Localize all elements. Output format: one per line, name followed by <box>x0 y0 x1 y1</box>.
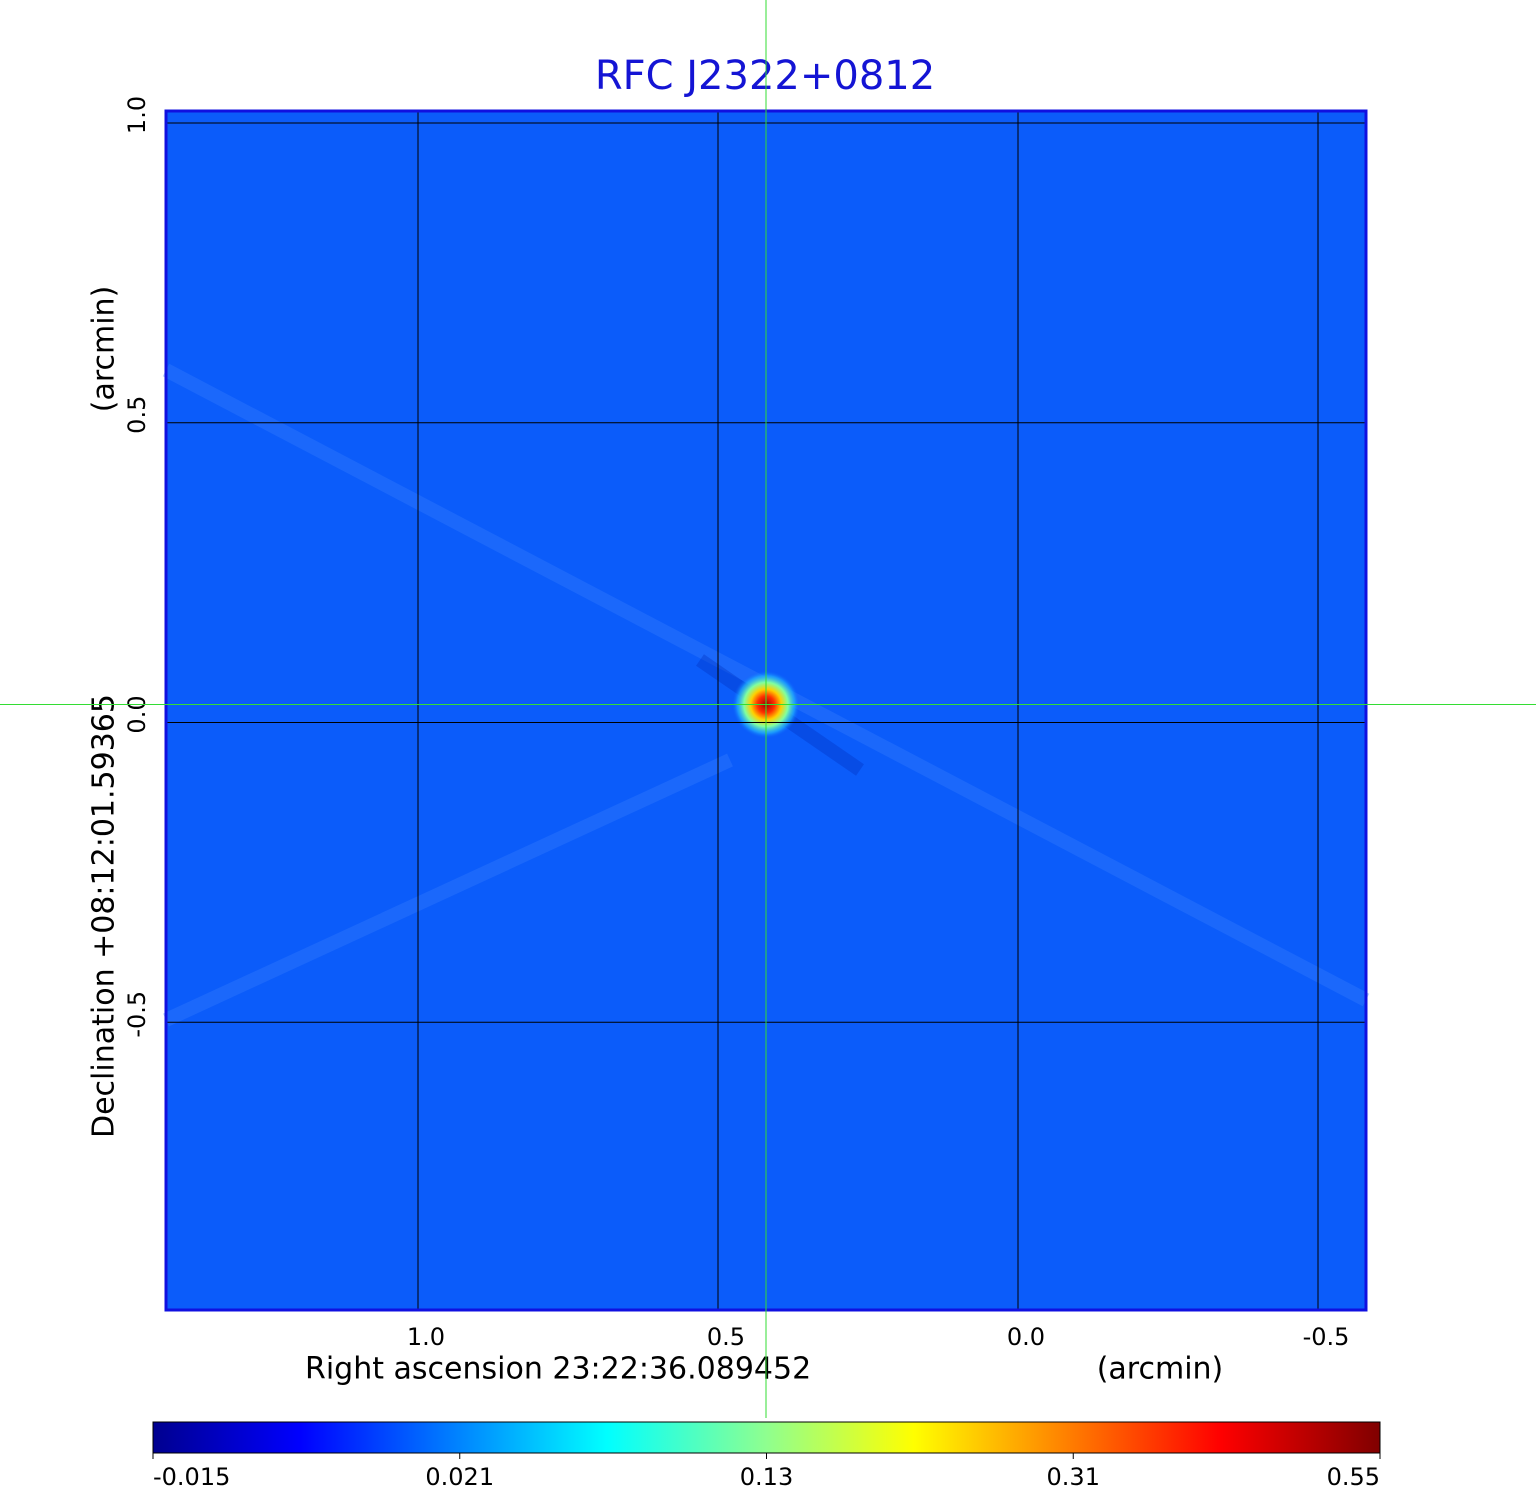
x-tick-label: 0.0 <box>1007 1323 1045 1351</box>
y-axis-label: Declination +08:12:01.59365 <box>87 694 122 1138</box>
colorbar <box>152 1421 1381 1454</box>
colorbar-tick-label: 0.13 <box>740 1463 793 1491</box>
x-tick-label: 0.5 <box>707 1323 745 1351</box>
colorbar-tick-label: -0.015 <box>153 1463 230 1491</box>
x-tick-label: 1.0 <box>407 1323 445 1351</box>
colorbar-tick-label: 0.31 <box>1047 1463 1100 1491</box>
y-tick-label: 0.5 <box>123 396 151 434</box>
colorbar-tick-label: 0.55 <box>1327 1463 1380 1491</box>
colorbar-tick-label: 0.021 <box>425 1463 494 1491</box>
streak <box>163 753 733 1027</box>
y-tick-label: 0.0 <box>123 695 151 733</box>
y-tick-label: 1.0 <box>123 96 151 134</box>
chart-title: RFC J2322+0812 <box>595 53 935 99</box>
y-axis-unit: (arcmin) <box>87 286 122 413</box>
x-tick-label: -0.5 <box>1303 1323 1350 1351</box>
x-axis-unit: (arcmin) <box>1097 1352 1224 1387</box>
y-tick-label: -0.5 <box>123 991 151 1038</box>
x-axis-label: Right ascension 23:22:36.089452 <box>305 1352 811 1387</box>
